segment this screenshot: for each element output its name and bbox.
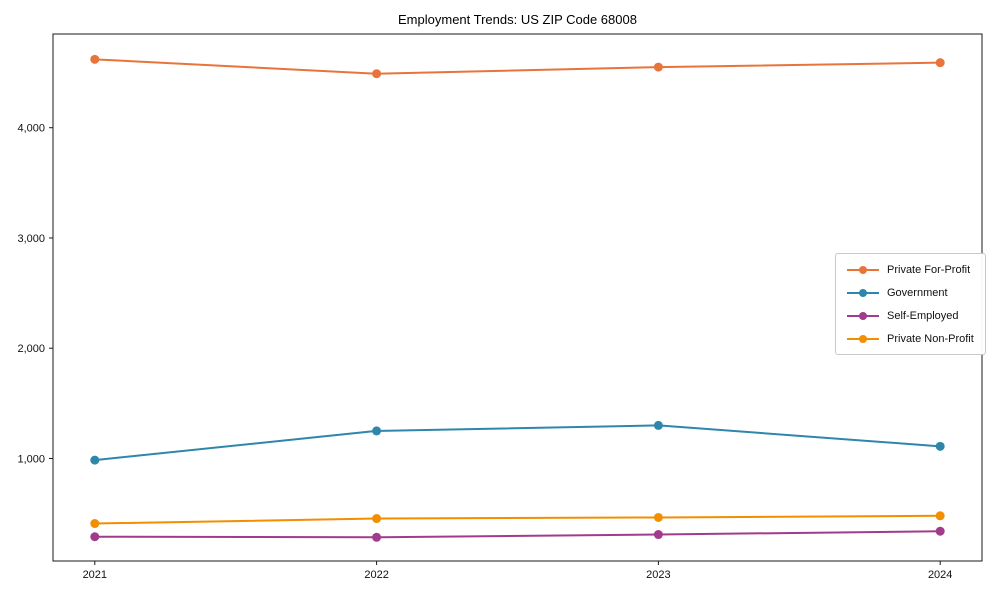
series-point-self-employed: [372, 532, 382, 542]
series-line-private-non-profit: [93, 514, 942, 525]
series-point-government: [935, 441, 945, 451]
y-axis-tick-label: 4,000: [17, 123, 45, 135]
legend-line-marker-icon: [847, 334, 879, 344]
legend: Private For-Profit Government Self-Employe…: [835, 253, 986, 355]
series-point-private-for-profit: [935, 58, 945, 68]
series-point-self-employed: [935, 526, 945, 536]
y-axis-tick-label: 1,000: [17, 453, 45, 465]
x-axis-tick-label: 2022: [364, 569, 388, 581]
series-line-government: [93, 424, 942, 462]
series-point-private-for-profit: [90, 54, 100, 64]
series-point-private-for-profit: [653, 62, 663, 72]
series-line-self-employed: [93, 530, 942, 539]
legend-line-marker-icon: [847, 311, 879, 321]
series-point-private-for-profit: [372, 69, 382, 79]
legend-label-private-for-profit: Private For-Profit: [887, 263, 971, 276]
legend-dot-sample: [859, 265, 867, 274]
legend-line-marker-icon: [847, 265, 879, 275]
y-axis-tick-label: 2,000: [17, 343, 45, 355]
series-point-government: [90, 455, 100, 465]
x-axis-tick-label: 2023: [646, 569, 670, 581]
chart-title: Employment Trends: US ZIP Code 68008: [398, 12, 637, 27]
series-point-government: [653, 420, 663, 430]
series-point-private-non-profit: [653, 512, 663, 522]
x-axis-tick-label: 2021: [83, 569, 107, 581]
series-point-self-employed: [653, 530, 663, 540]
legend-item-private-non-profit: Private Non-Profit: [847, 331, 974, 346]
x-axis-tick-label: 2024: [928, 569, 952, 581]
legend-label-government: Government: [887, 286, 948, 299]
series-point-government: [372, 426, 382, 436]
legend-dot-sample: [859, 334, 867, 343]
legend-item-government: Government: [847, 285, 974, 300]
legend-item-private-for-profit: Private For-Profit: [847, 262, 974, 277]
y-axis-tick-label: 3,000: [17, 233, 45, 245]
series-point-private-non-profit: [372, 514, 382, 524]
legend-line-marker-icon: [847, 288, 879, 298]
series-point-private-non-profit: [90, 519, 100, 529]
legend-dot-sample: [859, 288, 867, 297]
series-point-private-non-profit: [935, 511, 945, 521]
legend-dot-sample: [859, 311, 867, 320]
legend-item-self-employed: Self-Employed: [847, 308, 974, 323]
series-point-self-employed: [90, 532, 100, 542]
legend-label-self-employed: Self-Employed: [887, 309, 959, 322]
series-line-private-for-profit: [93, 58, 942, 75]
legend-label-private-non-profit: Private Non-Profit: [887, 332, 974, 345]
